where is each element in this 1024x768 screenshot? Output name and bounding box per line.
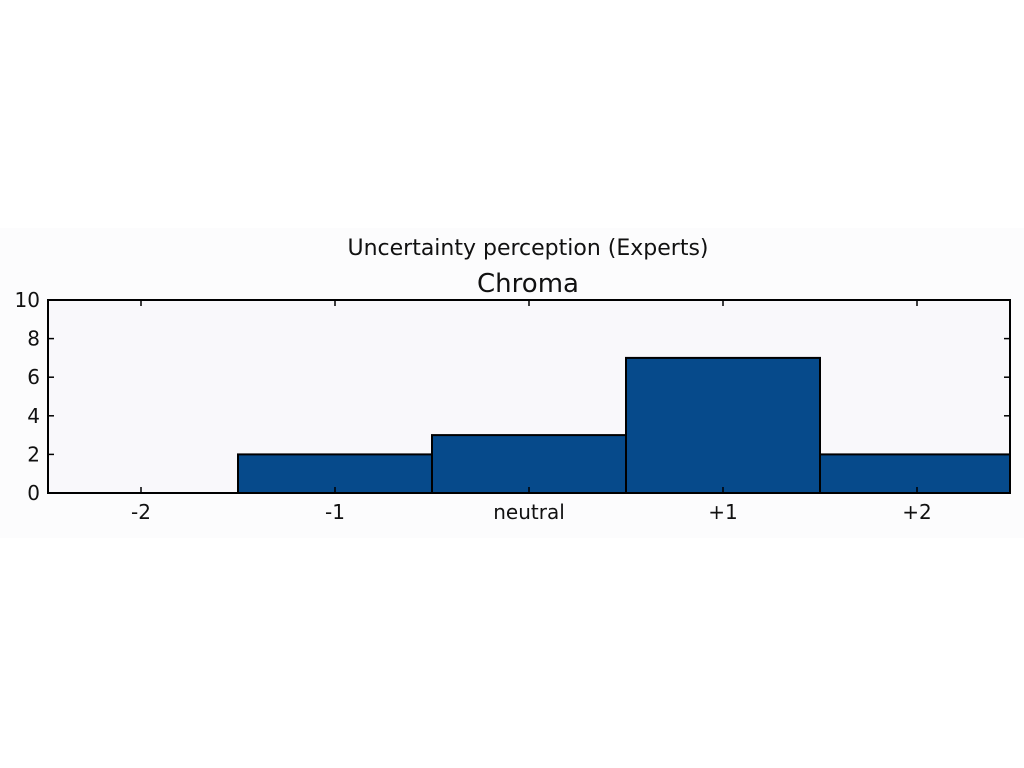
y-tick-label: 4 (27, 404, 40, 428)
y-tick-label: 10 (15, 288, 40, 312)
chart-suptitle: Uncertainty perception (Experts) (347, 236, 708, 261)
y-tick-label: 8 (27, 327, 40, 351)
x-tick-label: +1 (708, 500, 737, 524)
y-tick-label: 0 (27, 481, 40, 505)
bars-group (237, 356, 1011, 495)
x-tick-label: -2 (131, 500, 151, 524)
plot-frame (47, 299, 1011, 494)
y-tick-labels: 0 2 4 6 8 10 (15, 288, 40, 505)
bar-neutral (431, 434, 627, 495)
bar-+1 (625, 356, 821, 494)
x-tick-label: +2 (902, 500, 931, 524)
x-tick-label: neutral (493, 500, 565, 524)
x-tick-labels: -2 -1 neutral +1 +2 (131, 500, 932, 524)
y-tick-label: 6 (27, 365, 40, 389)
chart-title: Chroma (477, 269, 579, 299)
bar-+2 (819, 453, 1011, 494)
x-tick-label: -1 (325, 500, 345, 524)
y-tick-label: 2 (27, 442, 40, 466)
